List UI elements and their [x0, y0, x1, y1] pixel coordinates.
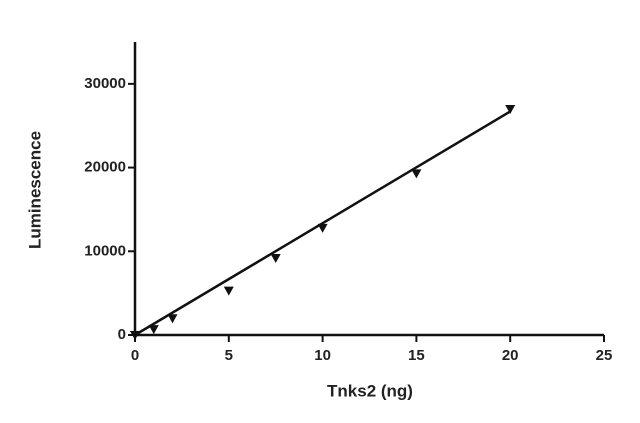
data-point — [148, 325, 159, 335]
y-tick-label: 0 — [118, 326, 126, 343]
x-tick-label: 10 — [314, 347, 331, 364]
x-axis-title: Tnks2 (ng) — [327, 381, 413, 400]
fit-line — [134, 110, 511, 337]
data-point — [223, 286, 234, 296]
data-point — [167, 314, 178, 324]
y-axis-title: Luminescence — [25, 131, 44, 249]
data-point — [505, 104, 516, 114]
x-tick-label: 20 — [502, 347, 519, 364]
y-tick-label: 20000 — [84, 159, 126, 176]
x-tick-label: 15 — [408, 347, 425, 364]
y-tick-label: 30000 — [84, 75, 126, 92]
data-point — [411, 169, 422, 179]
x-tick-label: 25 — [596, 347, 613, 364]
x-tick-label: 5 — [225, 347, 233, 364]
y-tick-label: 10000 — [84, 242, 126, 259]
data-point — [270, 253, 281, 263]
x-tick-label: 0 — [131, 347, 139, 364]
